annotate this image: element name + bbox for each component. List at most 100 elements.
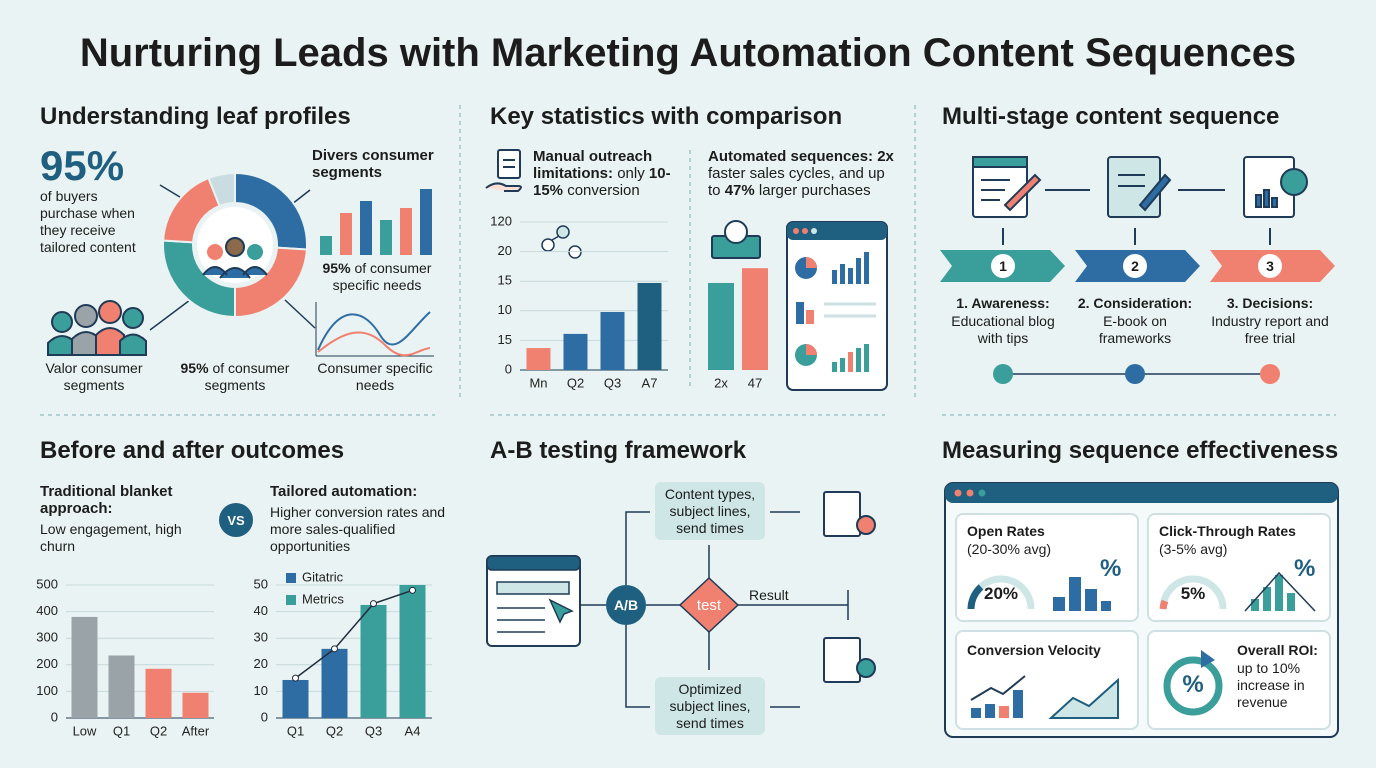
line-point [331,645,338,653]
crowd-icon [47,300,147,356]
roi-icon [1163,650,1223,716]
people-icon [197,207,273,283]
legend-swatch [286,573,296,583]
y-tick-label: 400 [36,603,58,618]
card-title: Click-Through Rates [1159,523,1296,539]
y-tick-label: 0 [51,709,58,724]
test-label: test [696,597,722,614]
bar [182,692,209,718]
label: Divers consumer segments [312,147,434,181]
heading: A-B testing framework [490,437,747,464]
gauge-value: 20% [983,584,1019,603]
heading: Multi-stage content sequence [942,103,1280,130]
bar [380,220,392,255]
ab-flow [486,511,849,708]
card-icon: % [1100,555,1122,582]
bar [282,679,309,718]
y-tick-label: 0 [505,361,512,376]
timeline [993,364,1280,384]
y-tick-label: 50 [254,576,268,591]
stage-title: 2. Consideration: [1077,295,1193,311]
pie-slice [207,171,236,208]
x-tick-label: 47 [748,375,762,390]
manual-text: Manual outreach limitations: only 10-15%… [533,148,683,199]
page-title: Nurturing Leads with Marketing Automatio… [79,31,1297,75]
bar [108,655,135,718]
line-point [370,600,377,608]
x-tick-label: Q3 [365,723,382,738]
text: 2x [877,148,894,165]
label: 95% [180,360,209,376]
after-text: Higher conversion rates and more sales-q… [270,504,446,554]
before-text: Low engagement, high churn [40,521,182,554]
bar [360,604,387,718]
bar [145,668,172,718]
heading: Understanding leaf profiles [40,103,351,130]
line-point [292,674,299,682]
automated-text: Automated sequences: 2x faster sales cyc… [708,148,900,199]
bar [708,282,734,370]
vs: VS [227,513,245,528]
y-tick-label: 300 [36,630,58,645]
card-subtitle: (20-30% avg) [967,541,1052,557]
stage-text: Educational blog with tips [951,313,1055,346]
text: 47% [724,182,755,199]
output-icons [823,491,876,683]
text: larger purchases [758,182,871,199]
after-title: Tailored automation: [270,483,418,500]
stage-number: 3 [1266,258,1274,274]
y-tick-label: 100 [36,683,58,698]
label: 95% of consumer segments [168,360,302,394]
dividers [40,105,1336,416]
y-tick-label: 15 [498,332,512,347]
card-icon: % [1182,671,1204,698]
x-tick-label: Q2 [326,723,343,738]
bar [637,282,662,370]
y-tick-label: 30 [254,630,268,645]
stage-chevrons [940,250,1335,282]
line [295,589,413,679]
metric-card: Open Rates (20-30% avg) 20% % [955,513,1139,622]
stat-note: of buyers purchase when they receive tai… [40,188,136,255]
x-tick-label: Q1 [287,723,304,738]
text: Automated sequences: [708,148,874,165]
x-tick-label: A7 [642,375,658,390]
y-tick-label: 0 [261,709,268,724]
money-icon [711,220,761,259]
legend-label: Gitatric [302,569,344,584]
ab-label: A/B [613,597,639,613]
y-tick-label: 120 [490,213,512,228]
bar [742,268,768,370]
legend-label: Metrics [302,591,344,606]
before-title: Traditional blanket approach: [40,483,173,517]
stage-number: 1 [999,258,1007,274]
y-tick-label: 500 [36,576,58,591]
stage-text: Industry report and free trial [1211,313,1329,346]
heading: Measuring sequence effectiveness [942,437,1339,464]
text: only [617,165,645,182]
bar [399,585,426,718]
y-tick-label: 15 [498,273,512,288]
test-diamond [678,576,740,634]
text: 10-15% [533,165,671,199]
stage-icons [972,156,1308,245]
label: 95% [322,260,351,276]
bar [400,208,412,255]
line-point [409,586,416,594]
y-tick-label: 200 [36,656,58,671]
bar [600,311,625,370]
metric-card: % Overall ROI: up to 10% increase in rev… [1147,630,1331,730]
label: Consumer specific needs [317,360,433,393]
network-icon [541,225,582,259]
card-graphic [1159,571,1316,612]
card-title: Conversion Velocity [967,642,1101,658]
x-tick-label: Q2 [567,375,584,390]
x-tick-label: Q2 [150,723,167,738]
y-tick-label: 20 [498,243,512,258]
variant-box: Optimized subject lines, send times [655,677,765,735]
card-graphic [967,575,1111,611]
card-title: Overall ROI: [1237,642,1318,658]
x-tick-label: A4 [405,723,421,738]
y-tick-label: 40 [254,603,268,618]
